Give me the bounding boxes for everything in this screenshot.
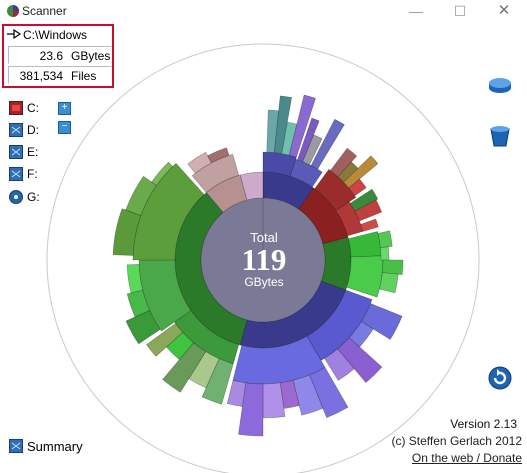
size-readout: 23.6 GBytes: [8, 46, 112, 64]
web-donate-link[interactable]: On the web / Donate: [411, 451, 522, 465]
sunburst-segment[interactable]: [132, 162, 205, 261]
sunburst-segment[interactable]: [207, 147, 230, 164]
sunburst-segment[interactable]: [226, 379, 247, 407]
sunburst-segment[interactable]: [288, 94, 316, 158]
sunburst-segment[interactable]: [310, 118, 345, 170]
sunburst-segment[interactable]: [174, 310, 240, 365]
sunburst-segment[interactable]: [337, 337, 383, 383]
open-drive-icon[interactable]: [487, 74, 513, 98]
info-panel: C:\Windows 23.6 GBytes 381,534 Files: [2, 24, 114, 88]
drive-d[interactable]: D:: [9, 123, 69, 139]
sunburst-segment[interactable]: [348, 231, 382, 258]
hard-drive-red-icon: [9, 101, 23, 115]
go-up-arrow-icon[interactable]: [7, 28, 23, 42]
sunburst-segment[interactable]: [335, 201, 364, 237]
hard-drive-blue-icon: [9, 123, 23, 137]
sunburst-segment[interactable]: [191, 153, 240, 194]
sunburst-segment[interactable]: [187, 151, 212, 174]
sunburst-segment[interactable]: [380, 246, 390, 261]
sunburst-segment[interactable]: [266, 109, 280, 153]
sunburst-segment[interactable]: [346, 255, 384, 298]
drive-c[interactable]: C:: [9, 101, 69, 117]
drive-g[interactable]: G:: [9, 190, 69, 206]
sunburst-segment[interactable]: [302, 134, 323, 166]
path-text: C:\Windows: [23, 28, 88, 42]
sunburst-segment[interactable]: [360, 218, 379, 232]
sunburst-segment[interactable]: [379, 272, 399, 294]
sunburst-segment[interactable]: [125, 175, 157, 216]
hard-drive-blue-icon: [9, 167, 23, 181]
center-total[interactable]: Total 119 GBytes: [206, 230, 322, 289]
cd-drive-icon: [9, 190, 23, 204]
sunburst-segment[interactable]: [146, 323, 184, 357]
center-disc[interactable]: [200, 197, 326, 323]
drive-e[interactable]: E:: [9, 145, 69, 161]
center-label: Total: [250, 230, 278, 245]
sunburst-segment[interactable]: [262, 151, 297, 177]
app-icon: [7, 5, 19, 17]
sunburst-segment[interactable]: [297, 117, 320, 163]
file-count-readout: 381,534 Files: [8, 66, 112, 84]
drive-label: G:: [27, 190, 40, 204]
drive-label: C:: [27, 101, 39, 115]
sunburst-segment[interactable]: [320, 236, 352, 291]
sunburst-segment[interactable]: [377, 230, 393, 248]
sunburst-segment[interactable]: [162, 342, 207, 393]
sunburst-segment[interactable]: [188, 351, 220, 389]
sunburst-segment[interactable]: [273, 95, 292, 154]
sunburst-segment[interactable]: [348, 321, 374, 348]
bucket-icon[interactable]: [487, 124, 513, 148]
sunburst-segment[interactable]: [324, 348, 355, 381]
sunburst-segment[interactable]: [337, 161, 359, 183]
copyright-text: (c) Steffen Gerlach 2012: [391, 434, 522, 448]
summary-label: Summary: [27, 439, 83, 454]
file-count-unit: Files: [71, 69, 97, 83]
size-value: 23.6: [39, 49, 63, 63]
center-unit: GBytes: [244, 275, 284, 289]
hard-drive-blue-icon: [9, 439, 23, 453]
drive-f[interactable]: F:: [9, 167, 69, 183]
sunburst-segment[interactable]: [314, 168, 357, 212]
expand-plus-button[interactable]: +: [58, 102, 71, 115]
close-button[interactable]: ✕: [497, 2, 511, 19]
sunburst-segment[interactable]: [238, 382, 264, 437]
sunburst-segment[interactable]: [348, 178, 367, 197]
drive-label: E:: [27, 145, 39, 159]
sunburst-segment[interactable]: [151, 161, 174, 186]
maximize-button[interactable]: ☐: [453, 3, 467, 19]
size-unit: GBytes: [71, 49, 111, 63]
title-bar: Scanner — ☐ ✕: [0, 0, 527, 22]
hard-drive-blue-icon: [9, 145, 23, 159]
current-path[interactable]: C:\Windows: [7, 28, 87, 42]
sunburst-segment[interactable]: [279, 379, 300, 409]
minimize-button[interactable]: —: [409, 3, 423, 19]
window-title: Scanner: [22, 4, 67, 18]
sunburst-segment[interactable]: [382, 259, 404, 275]
sunburst-segment[interactable]: [354, 199, 383, 222]
sunburst-segment[interactable]: [289, 158, 323, 188]
sunburst-segment[interactable]: [126, 264, 144, 294]
refresh-icon[interactable]: [487, 366, 513, 390]
drive-label: D:: [27, 123, 39, 137]
drive-label: F:: [27, 167, 38, 181]
collapse-minus-button[interactable]: −: [58, 121, 71, 134]
version-text: Version 2.13: [450, 417, 517, 431]
center-value: 119: [241, 242, 287, 277]
file-count-value: 381,534: [19, 69, 63, 83]
